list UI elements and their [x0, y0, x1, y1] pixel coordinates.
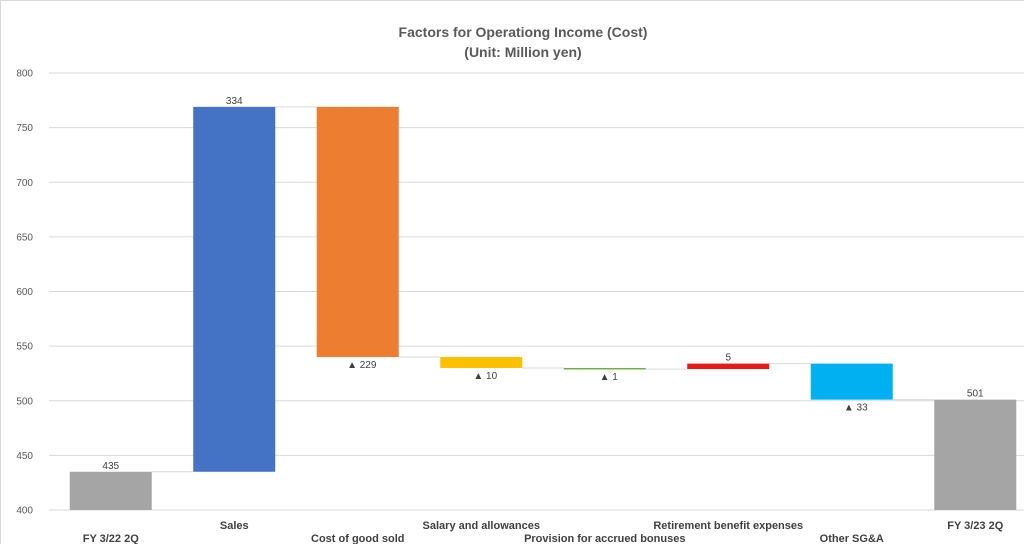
data-label: 5: [725, 353, 731, 364]
bar-1: [193, 107, 275, 472]
y-tick-label: 550: [16, 342, 33, 353]
data-label: 334: [226, 96, 243, 107]
x-category-label: FY 3/23 2Q: [947, 520, 1003, 532]
x-category-label: Sales: [220, 520, 249, 532]
bar-7: [934, 400, 1016, 510]
bar-2: [317, 107, 399, 357]
y-tick-label: 400: [16, 506, 33, 517]
data-label: ▲ 1: [600, 372, 619, 383]
x-axis-labels: FY 3/22 2Q Sales Cost of good sold Salary a…: [83, 520, 1004, 544]
y-tick-label: 500: [16, 396, 33, 407]
data-label: ▲ 33: [844, 403, 868, 414]
data-label: 435: [102, 461, 119, 472]
bar-0: [70, 472, 152, 510]
x-category-label: Cost of good sold: [311, 533, 404, 544]
bar-3: [440, 357, 522, 368]
data-label: ▲ 229: [347, 360, 377, 371]
bars: [70, 107, 1017, 510]
y-tick-label: 750: [16, 123, 33, 134]
x-category-label: Other SG&A: [820, 533, 884, 544]
y-tick-label: 600: [16, 287, 33, 298]
data-label: 501: [967, 389, 984, 400]
chart-subtitle: (Unit: Million yen): [464, 44, 581, 60]
x-category-label: FY 3/22 2Q: [83, 533, 139, 544]
bar-4: [564, 368, 646, 370]
bar-5: [687, 364, 769, 369]
x-category-label: Retirement benefit expenses: [653, 520, 803, 532]
bar-6: [811, 364, 893, 400]
y-tick-label: 450: [16, 451, 33, 462]
x-category-label: Salary and allowances: [423, 520, 540, 532]
y-tick-label: 700: [16, 178, 33, 189]
y-axis-ticks: 400 450 500 550 600 650 700 750 800: [16, 69, 33, 517]
x-category-label: Provision for accrued bonuses: [524, 533, 685, 544]
chart-title: Factors for Operationg Income (Cost): [399, 24, 648, 40]
y-tick-label: 800: [16, 69, 33, 80]
y-tick-label: 650: [16, 232, 33, 243]
data-label: ▲ 10: [473, 371, 497, 382]
